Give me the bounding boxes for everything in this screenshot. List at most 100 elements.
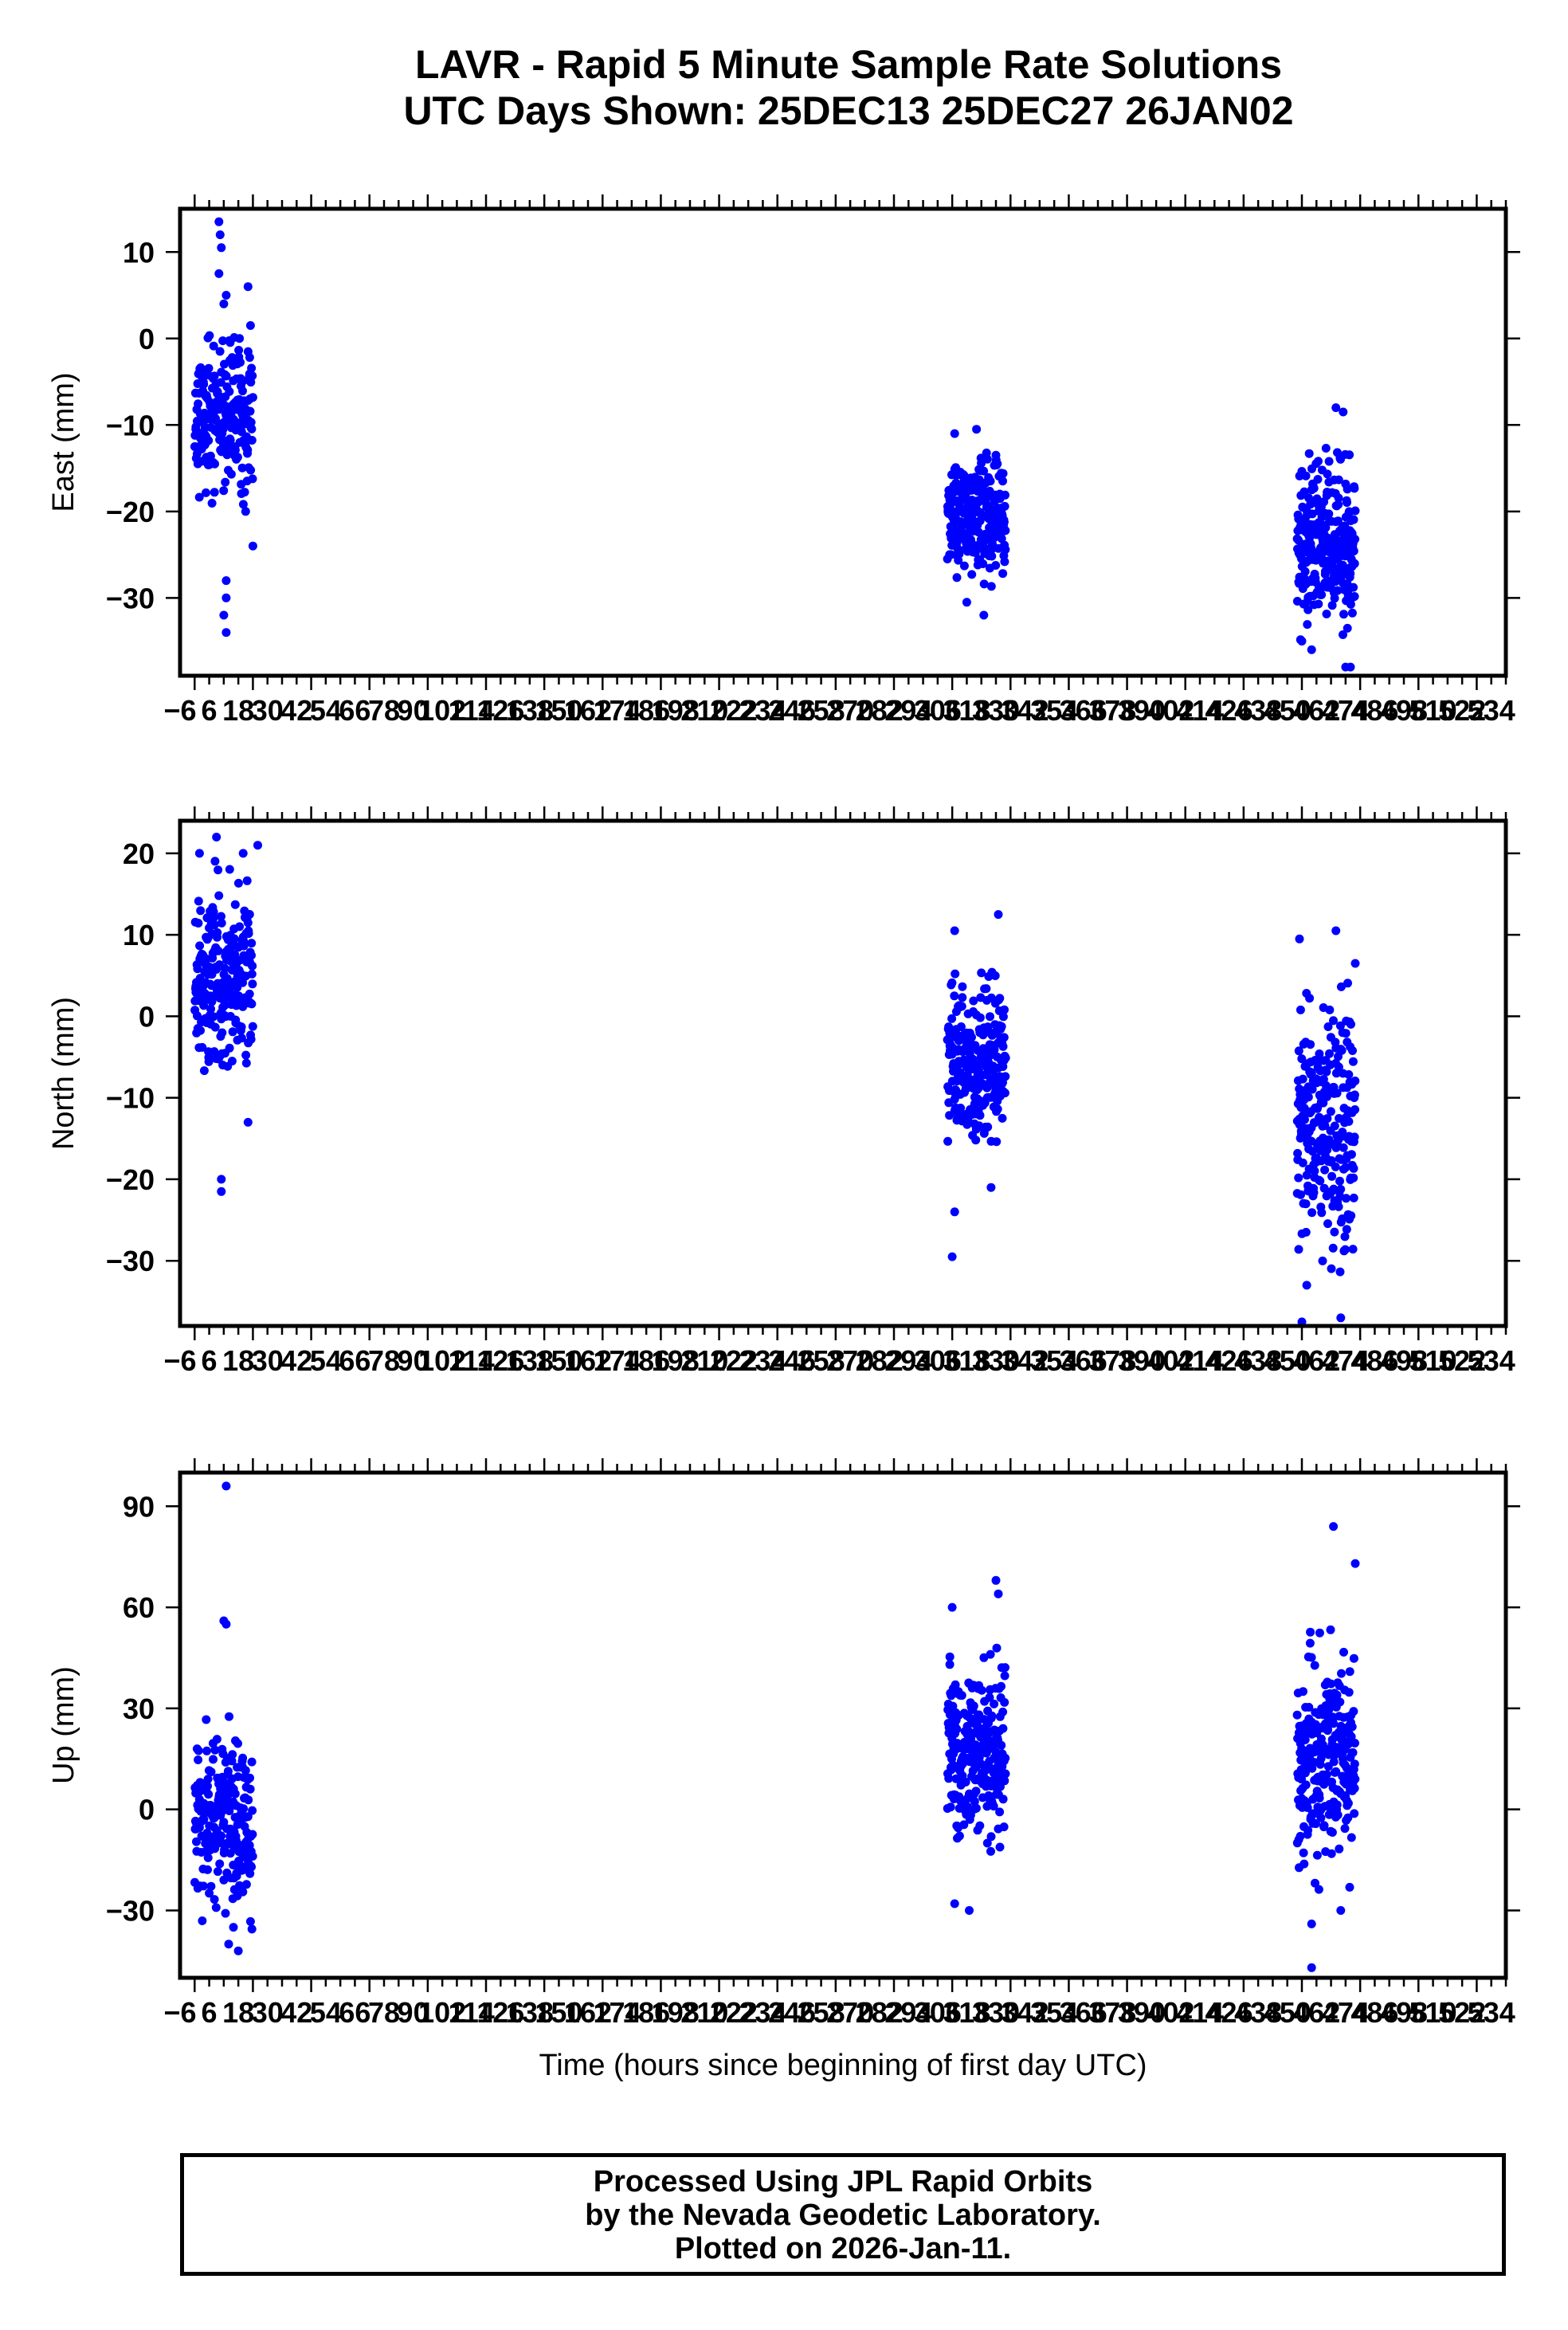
data-point	[994, 910, 1003, 920]
data-point	[245, 353, 254, 363]
data-point	[975, 1013, 985, 1022]
x-tick-label: 462	[1292, 694, 1340, 727]
x-tick-label: 306	[914, 1996, 962, 2029]
data-point	[1342, 1225, 1351, 1234]
x-tick-label: 162	[564, 1344, 612, 1377]
data-point	[987, 551, 997, 561]
x-tick-label: 462	[1292, 1996, 1340, 2029]
x-tick-label: 282	[856, 1344, 904, 1377]
data-point	[1306, 1627, 1315, 1637]
data-point	[253, 841, 262, 850]
y-tick-label: 10	[123, 236, 155, 269]
data-point	[992, 1137, 1002, 1147]
x-tick-label: 474	[1322, 1996, 1370, 2029]
data-point	[221, 371, 231, 381]
data-point	[218, 1028, 227, 1038]
data-point	[1335, 1267, 1345, 1277]
data-point	[1292, 1710, 1302, 1720]
data-point	[1350, 592, 1359, 601]
x-tick-label: 78	[368, 694, 400, 727]
x-tick-label: 42	[280, 1344, 312, 1377]
data-point	[1334, 493, 1343, 503]
data-point	[1307, 1147, 1317, 1156]
data-point	[235, 334, 245, 343]
data-point	[1312, 1850, 1322, 1860]
data-point	[952, 1724, 962, 1734]
data-point	[1349, 1707, 1358, 1716]
data-point	[194, 919, 203, 928]
x-tick-label: 102	[418, 1344, 466, 1377]
data-point	[948, 1701, 958, 1711]
data-point	[1350, 1759, 1359, 1769]
data-point	[1331, 403, 1341, 413]
x-tick-label: 246	[768, 1996, 816, 2029]
data-point	[1299, 1687, 1307, 1697]
data-point	[947, 1691, 956, 1700]
data-point	[1348, 1748, 1358, 1757]
data-point	[245, 406, 255, 416]
data-point	[224, 1940, 233, 1949]
data-point	[965, 1906, 974, 1915]
x-tick-label: 474	[1322, 694, 1370, 727]
data-point	[955, 1831, 964, 1841]
data-point	[221, 593, 231, 602]
plot-frame	[178, 818, 1508, 1328]
data-point	[963, 1802, 973, 1812]
data-point	[970, 1797, 979, 1806]
x-tick-label: 342	[1002, 1996, 1049, 2029]
data-point	[241, 1050, 251, 1060]
data-point	[1313, 475, 1323, 484]
x-tick-label: 138	[506, 694, 554, 727]
data-point	[1310, 1167, 1319, 1175]
data-point	[1299, 487, 1309, 496]
data-point	[1333, 586, 1343, 595]
data-point	[210, 920, 219, 930]
data-point	[248, 1022, 257, 1031]
y-tick-label: 0	[139, 323, 155, 355]
data-point	[238, 386, 247, 396]
data-point	[217, 912, 225, 921]
x-tick-label: 246	[768, 1344, 816, 1377]
data-point	[1339, 407, 1348, 417]
data-point	[1317, 1208, 1327, 1218]
data-point	[1000, 1089, 1009, 1098]
footer-box: Processed Using JPL Rapid Orbits by the …	[180, 2153, 1506, 2276]
x-tick-label: 138	[506, 1344, 554, 1377]
data-point	[227, 353, 237, 363]
data-point	[221, 1908, 230, 1918]
data-point	[989, 1802, 998, 1811]
data-point	[241, 507, 250, 516]
x-tick-label: 498	[1380, 1344, 1428, 1377]
x-tick-label: 234	[739, 694, 786, 727]
data-point	[987, 1711, 997, 1720]
x-tick-label: 522	[1438, 1344, 1486, 1377]
data-point	[204, 363, 214, 373]
x-tick-label: −6	[163, 694, 196, 727]
data-point	[1331, 926, 1341, 936]
data-point	[1321, 523, 1331, 532]
x-tick-label: 270	[826, 694, 874, 727]
data-point	[214, 946, 223, 955]
data-point	[206, 1004, 215, 1014]
x-tick-label: 90	[398, 1344, 429, 1377]
data-point	[1339, 1647, 1348, 1657]
data-point	[1326, 1625, 1335, 1634]
panel-1: −6 6 1830425466789010211412613815016217418…	[47, 194, 1520, 727]
data-point	[213, 1867, 222, 1877]
data-point	[1332, 1089, 1342, 1098]
data-point	[1323, 1724, 1332, 1734]
data-point	[1316, 1813, 1326, 1822]
y-axis-title: Up (mm)	[47, 1666, 80, 1784]
x-tick-label: 282	[856, 694, 904, 727]
x-tick-label: 54	[310, 1344, 342, 1377]
data-point	[995, 994, 1005, 1003]
data-point	[244, 1795, 253, 1805]
data-point	[248, 1830, 257, 1839]
data-point	[952, 573, 962, 582]
data-point	[193, 1011, 202, 1021]
data-point	[1296, 1005, 1305, 1014]
data-point	[1300, 1735, 1310, 1744]
data-point	[241, 1058, 251, 1068]
data-point	[962, 598, 971, 607]
x-tick-label: 282	[856, 1996, 904, 2029]
